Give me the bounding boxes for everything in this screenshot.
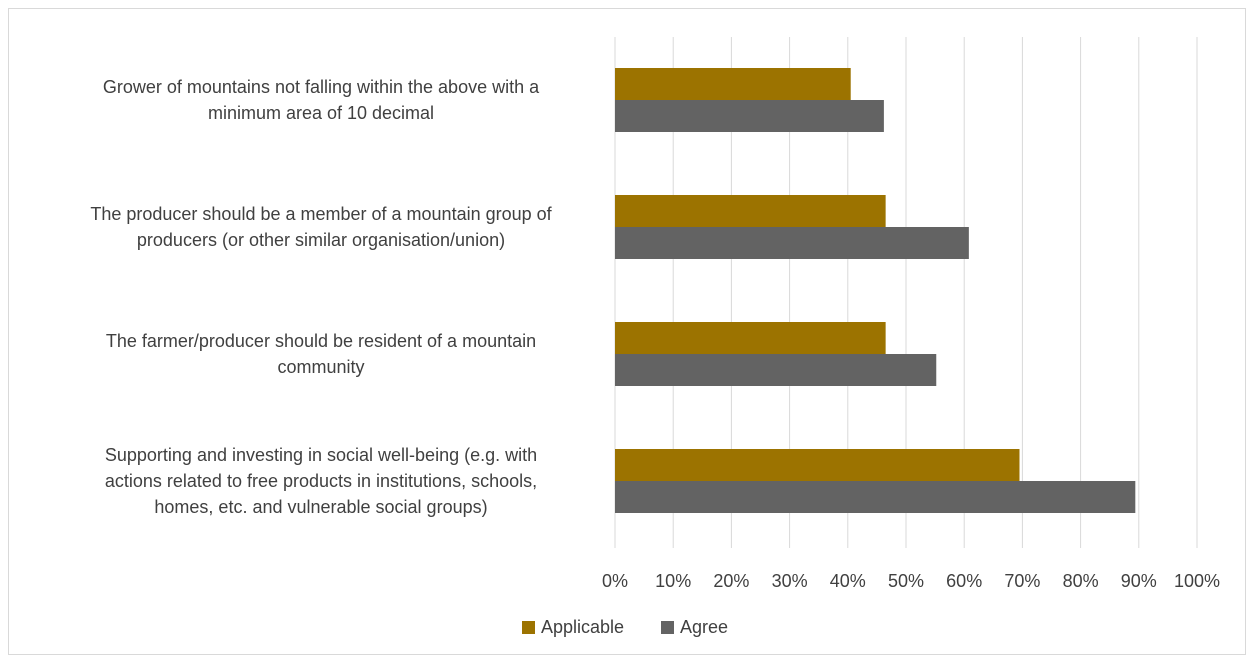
category-label: Grower of mountains not falling within t… [103, 77, 540, 123]
bars [615, 68, 1136, 513]
category-label: The farmer/producer should be resident o… [106, 331, 536, 377]
category-label-line: producers (or other similar organisation… [137, 230, 505, 250]
x-axis-ticks: 0% 10% 20% 30% 40% 50% 60% 70% 80% 90% 100% [602, 571, 1220, 591]
bar-agree-1 [615, 227, 969, 259]
category-label-line: minimum area of 10 decimal [208, 103, 434, 123]
category-label-line: community [277, 357, 364, 377]
category-label: The producer should be a member of a mou… [90, 204, 552, 250]
category-label-line: The producer should be a member of a mou… [90, 204, 552, 224]
legend: Applicable Agree [522, 617, 728, 637]
x-tick-label: 100% [1174, 571, 1220, 591]
x-tick-label: 0% [602, 571, 628, 591]
bar-applicable-0 [615, 68, 851, 100]
x-tick-label: 60% [946, 571, 982, 591]
legend-label-applicable: Applicable [541, 617, 624, 637]
legend-swatch-agree [661, 621, 674, 634]
category-labels: Grower of mountains not falling within t… [90, 77, 552, 517]
category-label-line: actions related to free products in inst… [105, 471, 537, 491]
x-tick-label: 70% [1004, 571, 1040, 591]
bar-applicable-1 [615, 195, 886, 227]
x-tick-label: 50% [888, 571, 924, 591]
category-label-line: homes, etc. and vulnerable social groups… [154, 497, 487, 517]
category-label-line: Grower of mountains not falling within t… [103, 77, 540, 97]
bar-applicable-3 [615, 449, 1020, 481]
x-tick-label: 10% [655, 571, 691, 591]
x-tick-label: 30% [772, 571, 808, 591]
x-tick-label: 20% [713, 571, 749, 591]
category-label-line: Supporting and investing in social well-… [105, 445, 537, 465]
category-label: Supporting and investing in social well-… [105, 445, 537, 517]
bar-applicable-2 [615, 322, 886, 354]
legend-swatch-applicable [522, 621, 535, 634]
category-label-line: The farmer/producer should be resident o… [106, 331, 536, 351]
bar-agree-2 [615, 354, 937, 386]
x-tick-label: 80% [1063, 571, 1099, 591]
legend-label-agree: Agree [680, 617, 728, 637]
x-tick-label: 90% [1121, 571, 1157, 591]
bar-agree-3 [615, 481, 1136, 513]
x-tick-label: 40% [830, 571, 866, 591]
bar-agree-0 [615, 100, 884, 132]
